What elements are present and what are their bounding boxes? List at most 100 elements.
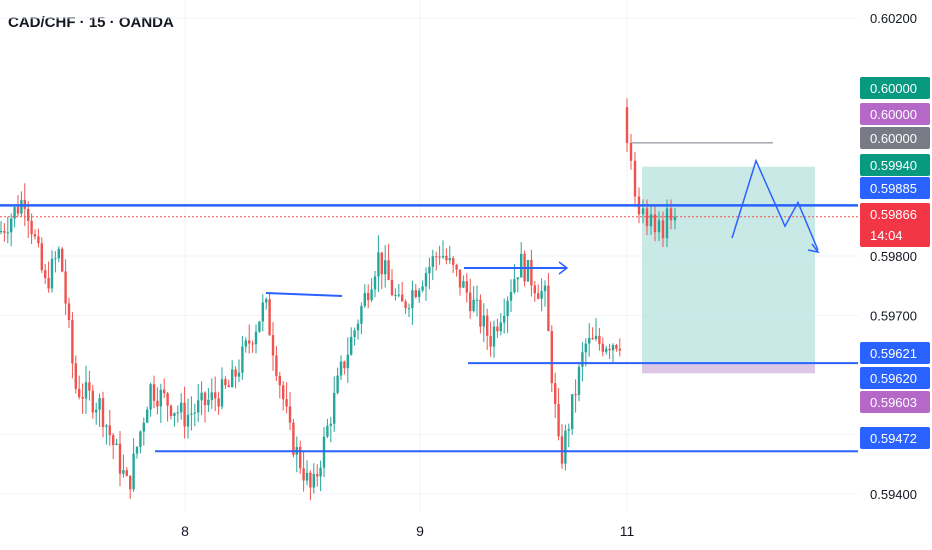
candle-body xyxy=(241,346,244,373)
candle-body xyxy=(224,379,227,386)
candle-body xyxy=(618,348,621,351)
candle-body xyxy=(149,384,152,410)
candle-body xyxy=(458,269,462,288)
price-tag-label: 0.59620 xyxy=(870,371,917,386)
candle-body xyxy=(84,382,88,399)
price-tag xyxy=(860,203,930,247)
candle-body xyxy=(125,470,128,476)
candle-body xyxy=(193,412,196,414)
candle-body xyxy=(122,470,125,474)
candle-body xyxy=(598,335,601,344)
price-tag-label: 0.59885 xyxy=(870,181,917,196)
candle-body xyxy=(629,142,633,161)
candle-body xyxy=(533,285,536,294)
candle-body xyxy=(496,326,499,332)
candle-body xyxy=(560,436,564,464)
candle-body xyxy=(0,231,3,233)
candle-body xyxy=(431,256,434,267)
candle-body xyxy=(520,253,523,278)
price-tag-label: 0.60000 xyxy=(870,107,917,122)
candle-body xyxy=(438,256,441,258)
price-tag-label: 0.60000 xyxy=(870,81,917,96)
candle-body xyxy=(588,337,591,344)
target-zone xyxy=(642,166,815,206)
candle-body xyxy=(557,404,560,437)
candle-body xyxy=(282,385,285,400)
candle-body xyxy=(105,425,108,427)
candle-body xyxy=(299,447,302,469)
target-zone-lower xyxy=(642,205,815,374)
candle-body xyxy=(210,392,213,400)
candle-body xyxy=(401,294,404,302)
candle-body xyxy=(665,208,669,239)
candle-body xyxy=(611,345,615,351)
candle-body xyxy=(571,394,574,430)
candle-body xyxy=(309,472,312,488)
candle-body xyxy=(50,258,54,289)
candle-body xyxy=(203,392,207,406)
candle-body xyxy=(244,340,247,347)
candle-body xyxy=(465,281,468,293)
candle-body xyxy=(492,326,496,347)
candle-body xyxy=(567,429,570,431)
candle-body xyxy=(139,431,142,447)
candle-body xyxy=(526,260,530,282)
candle-body xyxy=(152,384,156,401)
candle-body xyxy=(407,308,411,310)
candle-body xyxy=(475,299,479,301)
price-tag-label: 0.60000 xyxy=(870,131,917,146)
candle-body xyxy=(537,293,540,299)
candle-body xyxy=(173,412,176,417)
candle-body xyxy=(329,423,332,426)
candle-body xyxy=(390,279,394,296)
candle-body xyxy=(591,337,594,340)
candle-body xyxy=(251,343,254,345)
candle-body xyxy=(302,468,305,481)
candle-body xyxy=(601,343,604,352)
countdown-label: 14:04 xyxy=(870,228,903,243)
candle-body xyxy=(33,234,37,237)
price-tag-label: 0.59940 xyxy=(870,158,917,173)
candle-body xyxy=(129,475,132,490)
candle-body xyxy=(411,290,414,309)
candle-body xyxy=(506,300,509,317)
drawn-segment xyxy=(265,292,343,297)
candle-body xyxy=(343,361,346,369)
candle-body xyxy=(373,276,377,290)
candle-body xyxy=(78,388,81,398)
y-tick-label: 0.59700 xyxy=(870,309,917,324)
candle-body xyxy=(499,322,502,332)
price-tag xyxy=(860,391,930,413)
candle-body xyxy=(441,255,445,258)
candle-body xyxy=(661,220,665,239)
candle-body xyxy=(653,214,657,233)
candle-body xyxy=(248,340,251,344)
candle-body xyxy=(547,285,550,332)
candle-body xyxy=(489,335,492,347)
candle-body xyxy=(657,220,661,233)
candle-body xyxy=(469,292,472,312)
candle-body xyxy=(421,286,424,291)
y-tick-label: 0.60200 xyxy=(870,11,917,26)
candle-body xyxy=(394,294,397,296)
candle-body xyxy=(101,398,105,427)
candle-body xyxy=(633,160,637,197)
candle-body xyxy=(550,331,553,384)
candle-body xyxy=(61,248,64,272)
candle-body xyxy=(615,345,618,349)
candle-body xyxy=(156,400,159,407)
candle-body xyxy=(319,467,322,477)
candle-body xyxy=(163,389,166,394)
candle-body xyxy=(540,291,543,299)
candle-body xyxy=(183,402,186,427)
candle-body xyxy=(146,409,149,423)
candle-body xyxy=(261,302,264,322)
candle-body xyxy=(67,303,71,321)
candle-body xyxy=(234,369,237,377)
candle-body xyxy=(472,299,475,312)
candle-body xyxy=(404,301,407,309)
candle-body xyxy=(649,214,653,227)
candle-body xyxy=(581,352,584,367)
candle-body xyxy=(462,281,465,288)
